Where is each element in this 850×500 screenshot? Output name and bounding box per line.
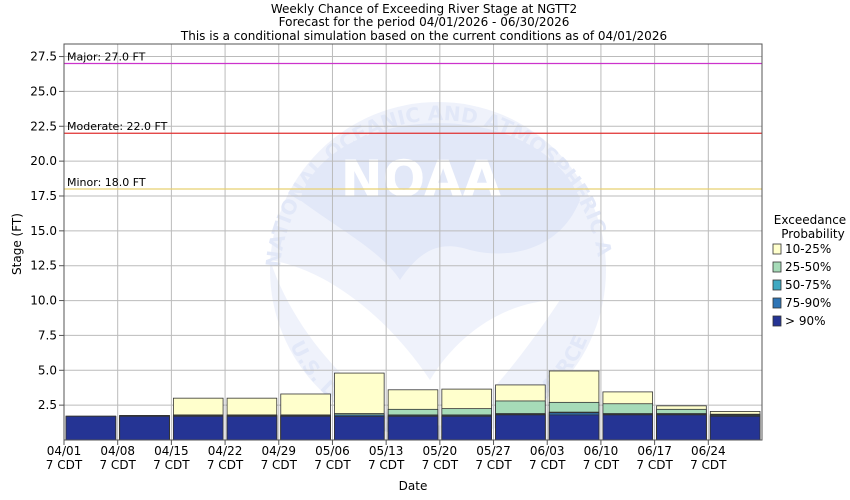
- legend-title-line-2: Probability: [781, 227, 844, 241]
- gridlines: [63, 44, 763, 440]
- y-tick-label: 2.5: [38, 398, 57, 412]
- y-tick-label: 20.0: [30, 154, 57, 168]
- chart-title-line-3: This is a conditional simulation based o…: [180, 29, 667, 43]
- x-tick-label-date: 05/20: [423, 444, 458, 458]
- x-tick-label-time: 7 CDT: [475, 458, 512, 472]
- legend-swatch: [772, 243, 782, 255]
- bar-segment: [119, 415, 170, 441]
- bar-segment: [709, 415, 761, 441]
- x-tick-label-time: 7 CDT: [583, 458, 620, 472]
- bar-segment: [495, 414, 546, 441]
- legend-swatch: [772, 315, 782, 327]
- y-tick-label: 12.5: [30, 259, 57, 273]
- x-tick-label-date: 04/22: [208, 444, 243, 458]
- x-tick-label-time: 7 CDT: [529, 458, 566, 472]
- chart-title-line-2: Forecast for the period 04/01/2026 - 06/…: [279, 15, 570, 29]
- y-tick-label: 7.5: [38, 328, 57, 342]
- y-tick-label: 25.0: [30, 84, 57, 98]
- y-tick-label: 15.0: [30, 224, 57, 238]
- legend-label: > 90%: [785, 314, 826, 328]
- flood-thresholds: Major: 27.0 FT Moderate: 22.0 FT Minor: 18…: [64, 51, 762, 190]
- bar-segment: [387, 415, 439, 441]
- legend-swatch: [772, 279, 782, 291]
- x-tick-label-time: 7 CDT: [314, 458, 351, 472]
- legend-swatch: [772, 261, 782, 273]
- watermark-title-text: NOAA: [341, 150, 502, 208]
- bar-segment: [602, 414, 654, 441]
- x-tick-label-date: 06/03: [530, 444, 565, 458]
- x-tick-label-time: 7 CDT: [261, 458, 298, 472]
- y-tick-label: 22.5: [30, 119, 57, 133]
- bar-segment: [548, 414, 600, 441]
- y-tick-label: 17.5: [30, 189, 57, 203]
- bar-segment: [65, 415, 117, 441]
- plot-area: [64, 44, 762, 440]
- y-tick-label: 10.0: [30, 294, 57, 308]
- x-tick-label-date: 04/08: [100, 444, 135, 458]
- x-tick-label-time: 7 CDT: [207, 458, 244, 472]
- x-tick-label-time: 7 CDT: [368, 458, 405, 472]
- y-tick-label: 27.5: [30, 50, 57, 64]
- threshold-label: Moderate: 22.0 FT: [67, 120, 168, 133]
- chart-title-line-1: Weekly Chance of Exceeding River Stage a…: [271, 2, 577, 16]
- legend: Exceedance Probability 10-25% 25-50% 50-75…: [772, 213, 846, 328]
- x-tick-label-time: 7 CDT: [99, 458, 136, 472]
- legend-swatch: [772, 297, 782, 309]
- x-axis-label: Date: [399, 479, 428, 493]
- bar-segment: [172, 415, 224, 441]
- bar-segment: [226, 415, 278, 441]
- x-tick-label-date: 06/24: [691, 444, 726, 458]
- bar-segment: [334, 415, 385, 441]
- x-tick-label-date: 04/15: [154, 444, 189, 458]
- legend-label: 75-90%: [785, 296, 831, 310]
- x-tick-label-date: 05/27: [476, 444, 511, 458]
- x-tick-label-date: 06/17: [637, 444, 672, 458]
- bar-segment: [441, 415, 492, 441]
- x-tick-label-date: 04/29: [261, 444, 296, 458]
- legend-title-line-1: Exceedance: [774, 213, 846, 227]
- legend-label: 25-50%: [785, 260, 831, 274]
- x-tick-label-time: 7 CDT: [153, 458, 190, 472]
- bar-segment: [280, 415, 331, 441]
- x-tick-label-date: 05/06: [315, 444, 350, 458]
- x-tick-label-time: 7 CDT: [690, 458, 727, 472]
- x-tick-label-date: 04/01: [47, 444, 82, 458]
- y-tick-label: 5.0: [38, 363, 57, 377]
- y-axis-label: Stage (FT): [10, 213, 24, 275]
- x-tick-label-time: 7 CDT: [46, 458, 83, 472]
- x-tick-label-date: 05/13: [369, 444, 404, 458]
- bar-segment: [656, 414, 707, 441]
- legend-label: 10-25%: [785, 242, 831, 256]
- legend-label: 50-75%: [785, 278, 831, 292]
- y-axis-ticks: 2.5 5.0 7.5 10.0 12.5 15.0 17.5 20.0 22.5 25.0 27.…: [30, 50, 64, 412]
- x-tick-label-time: 7 CDT: [636, 458, 673, 472]
- plot-frame: [63, 43, 763, 441]
- threshold-label: Major: 27.0 FT: [67, 51, 146, 64]
- x-tick-label-date: 06/10: [584, 444, 619, 458]
- x-tick-label-time: 7 CDT: [422, 458, 459, 472]
- threshold-label: Minor: 18.0 FT: [67, 176, 146, 189]
